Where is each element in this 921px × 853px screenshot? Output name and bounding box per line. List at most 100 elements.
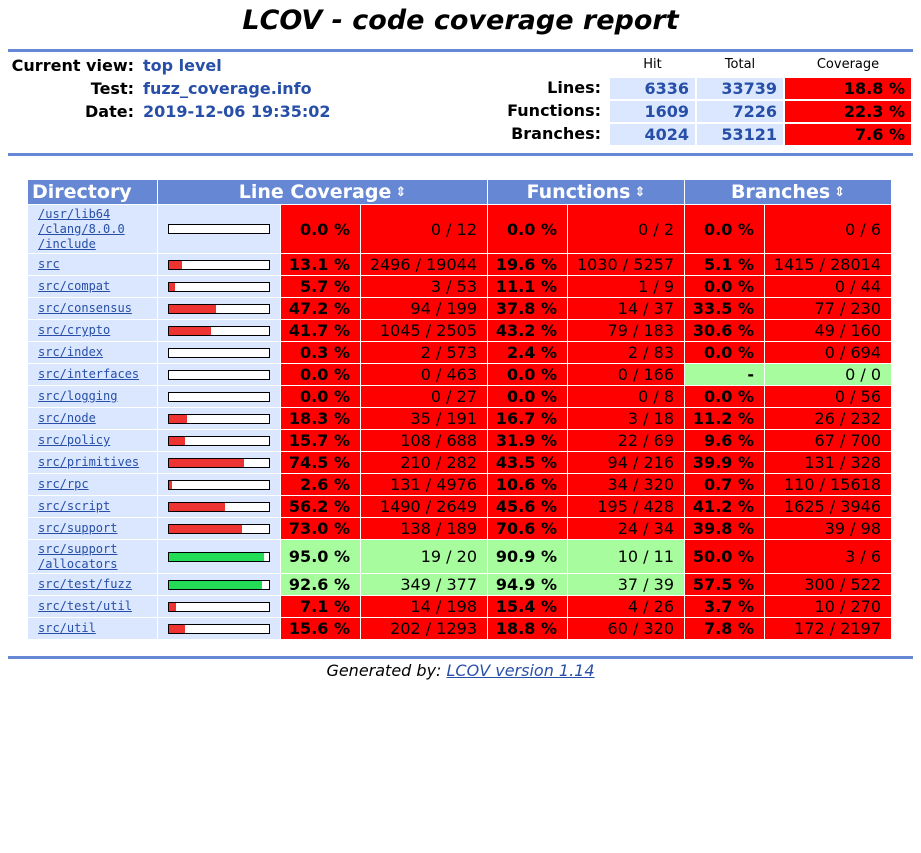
line-coverage-count: 14 / 198 [361,596,487,617]
coverage-bar-fill [169,524,242,533]
line-coverage-count: 3 / 53 [361,276,487,297]
coverage-bar-cell [158,496,280,517]
function-coverage-count: 10 / 11 [568,540,684,573]
coverage-bar-fill [169,502,225,511]
function-coverage-percent: 43.5 % [488,452,567,473]
directory-link[interactable]: src/index [38,345,103,359]
branch-coverage-percent: - [685,364,764,385]
function-coverage-percent: 19.6 % [488,254,567,275]
top-divider [8,49,913,52]
directory-link[interactable]: src/test/fuzz [38,577,132,591]
line-coverage-percent: 0.3 % [281,342,360,363]
coverage-bar-cell [158,205,280,253]
test-label: Test: [90,79,134,98]
directory-link[interactable]: src/policy [38,433,110,447]
directory-cell: src/logging [28,386,157,407]
directory-cell: src/test/util [28,596,157,617]
coverage-bar-fill [169,580,262,589]
function-coverage-count: 0 / 166 [568,364,684,385]
directory-cell: src/primitives [28,452,157,473]
function-coverage-count: 0 / 2 [568,205,684,253]
directory-link[interactable]: src/support/allocators [38,542,117,571]
directory-link[interactable]: src/support [38,521,117,535]
coverage-bar-cell [158,474,280,495]
directory-link-text: src/test/util [38,599,132,613]
function-coverage-count: 1 / 9 [568,276,684,297]
date-value: 2019-12-06 19:35:02 [143,102,331,121]
directory-link[interactable]: src [38,257,60,271]
directory-link[interactable]: src/rpc [38,477,89,491]
line-coverage-count: 0 / 12 [361,205,487,253]
directory-link[interactable]: /usr/lib64/clang/8.0.0/include [38,207,125,251]
line-coverage-header: Line Coverage ⇕ [158,180,487,204]
directory-link-text: src/support [38,521,118,535]
functions-header: Functions ⇕ [488,180,684,204]
summary-functions-total: 7226 [697,101,783,122]
coverage-bar [168,413,270,424]
function-coverage-count: 2 / 83 [568,342,684,363]
directory-link[interactable]: src/script [38,499,110,513]
line-coverage-count: 1045 / 2505 [361,320,487,341]
table-row: src/policy 15.7 % 108 / 688 31.9 % 22 / 69 9.… [28,430,891,451]
sort-arrows-icon[interactable]: ⇕ [395,184,407,200]
function-coverage-count: 24 / 34 [568,518,684,539]
directory-cell: src/policy [28,430,157,451]
summary-lines-hit: 6336 [610,78,695,99]
function-coverage-count: 3 / 18 [568,408,684,429]
directory-cell: src/rpc [28,474,157,495]
line-coverage-count: 1490 / 2649 [361,496,487,517]
branch-coverage-percent: 50.0 % [685,540,764,573]
line-coverage-count: 131 / 4976 [361,474,487,495]
function-coverage-count: 37 / 39 [568,574,684,595]
function-coverage-percent: 31.9 % [488,430,567,451]
coverage-bar-cell [158,386,280,407]
coverage-bar-fill [169,414,187,423]
directory-link[interactable]: src/logging [38,389,117,403]
line-coverage-count: 2 / 573 [361,342,487,363]
directory-cell: src/support [28,518,157,539]
directory-link[interactable]: src/interfaces [38,367,139,381]
table-row: src/support/allocators 95.0 % 19 / 20 90.9 … [28,540,891,573]
directory-link[interactable]: src/compat [38,279,110,293]
line-coverage-percent: 95.0 % [281,540,360,573]
directory-cell: src/compat [28,276,157,297]
summary-coverage-header: Coverage [816,57,880,72]
directory-link[interactable]: src/primitives [38,455,139,469]
table-row: src/logging 0.0 % 0 / 27 0.0 % 0 / 8 0.0 % 0 /… [28,386,891,407]
summary-branches-hit: 4024 [610,124,695,145]
summary-branches-coverage: 7.6 % [785,124,911,145]
directory-link-text: src/crypto [38,323,111,337]
directory-link-text: src/support [38,541,118,556]
coverage-bar-cell [158,408,280,429]
sort-arrows-icon[interactable]: ⇕ [634,184,646,200]
function-coverage-count: 60 / 320 [568,618,684,639]
summary-branches-label: Branches: [511,124,601,143]
line-coverage-percent: 7.1 % [281,596,360,617]
table-row: src/support 73.0 % 138 / 189 70.6 % 24 / 34 3… [28,518,891,539]
line-coverage-percent: 18.3 % [281,408,360,429]
directory-link[interactable]: src/crypto [38,323,110,337]
line-coverage-count: 0 / 463 [361,364,487,385]
branch-coverage-count: 26 / 232 [765,408,891,429]
directory-cell: src/crypto [28,320,157,341]
lcov-version-link[interactable]: LCOV version 1.14 [446,661,595,680]
directory-link[interactable]: src/test/util [38,599,132,613]
directory-link[interactable]: src/node [38,411,96,425]
coverage-bar-fill [169,480,172,489]
function-coverage-percent: 90.9 % [488,540,567,573]
branch-coverage-percent: 0.0 % [685,386,764,407]
branch-coverage-count: 10 / 270 [765,596,891,617]
coverage-bar [168,601,270,612]
line-coverage-percent: 47.2 % [281,298,360,319]
page-title: LCOV - code coverage report [242,5,679,36]
coverage-bar-cell [158,364,280,385]
coverage-bar-cell [158,596,280,617]
sort-arrows-icon[interactable]: ⇕ [834,184,846,200]
function-coverage-count: 79 / 183 [568,320,684,341]
coverage-bar-cell [158,574,280,595]
directory-link[interactable]: src/consensus [38,301,132,315]
directory-link-text: src/consensus [38,301,132,315]
directory-link[interactable]: src/util [38,621,96,635]
coverage-bar-cell [158,452,280,473]
line-coverage-count: 0 / 27 [361,386,487,407]
